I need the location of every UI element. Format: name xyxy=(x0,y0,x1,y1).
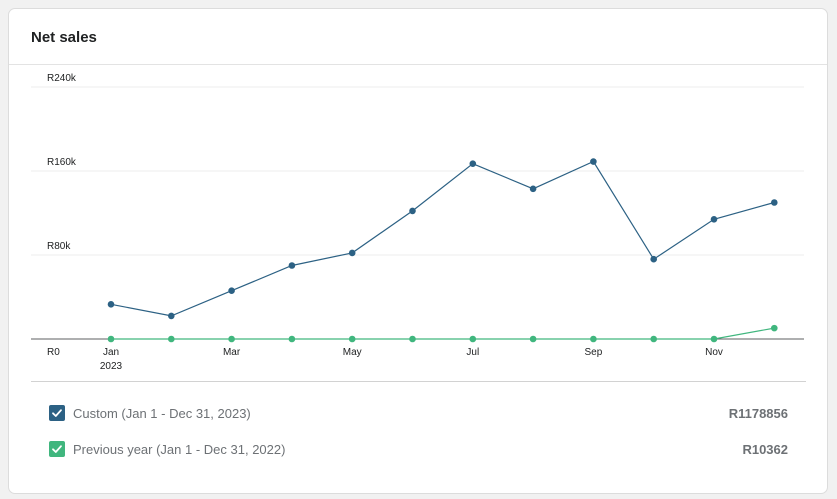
series-line xyxy=(110,160,775,317)
chart-legend: Custom (Jan 1 - Dec 31, 2023) R1178856 P… xyxy=(31,381,806,467)
data-point[interactable] xyxy=(590,335,597,343)
data-point[interactable] xyxy=(650,335,657,343)
data-point[interactable] xyxy=(348,335,356,343)
x-tick-label: Jan xyxy=(103,347,119,358)
data-point[interactable] xyxy=(469,160,477,167)
series-line xyxy=(111,327,775,340)
data-point[interactable] xyxy=(710,216,718,223)
y-tick-label: R80k xyxy=(47,241,71,252)
y-axis-ticks: R0 R80k R160k R240k xyxy=(47,73,77,358)
data-point[interactable] xyxy=(650,255,657,263)
checkbox-previous-series[interactable] xyxy=(49,441,65,457)
legend-value-current: R1178856 xyxy=(728,405,788,421)
series-layer xyxy=(107,158,778,343)
checkbox-current-series[interactable] xyxy=(49,405,65,421)
data-point[interactable] xyxy=(348,249,356,257)
data-point[interactable] xyxy=(168,335,175,343)
data-point[interactable] xyxy=(710,335,718,343)
data-point[interactable] xyxy=(168,312,175,320)
x-tick-label: Jul xyxy=(466,347,479,358)
y-tick-label: R160k xyxy=(47,157,77,168)
check-icon xyxy=(52,409,62,417)
x-tick-label: Sep xyxy=(585,347,603,358)
data-point[interactable] xyxy=(529,185,537,193)
data-point[interactable] xyxy=(529,335,537,343)
card-title: Net sales xyxy=(31,29,97,46)
data-point[interactable] xyxy=(288,262,296,269)
grid-layer xyxy=(31,86,804,340)
x-tick-label: Nov xyxy=(705,347,723,358)
data-point[interactable] xyxy=(288,335,296,343)
net-sales-card: Net sales R0 R80k R160k R240k Jan 2023 Mar May… xyxy=(8,8,828,494)
data-point[interactable] xyxy=(107,301,115,308)
check-icon xyxy=(52,445,62,453)
legend-item-current[interactable]: Custom (Jan 1 - Dec 31, 2023) R1178856 xyxy=(31,395,806,431)
x-tick-sublabel: 2023 xyxy=(100,361,123,372)
data-point[interactable] xyxy=(228,287,235,294)
net-sales-chart: R0 R80k R160k R240k Jan 2023 Mar May Jul Sep Nov xyxy=(9,66,827,386)
x-axis-ticks: Jan 2023 Mar May Jul Sep Nov xyxy=(100,347,723,372)
data-point[interactable] xyxy=(107,335,115,343)
data-point[interactable] xyxy=(771,324,778,332)
y-tick-label: R0 xyxy=(47,347,60,358)
data-point[interactable] xyxy=(228,335,235,343)
legend-item-previous[interactable]: Previous year (Jan 1 - Dec 31, 2022) R10… xyxy=(31,431,806,467)
data-point[interactable] xyxy=(771,199,778,206)
x-tick-label: May xyxy=(343,347,362,358)
card-header: Net sales xyxy=(9,9,827,65)
y-tick-label: R240k xyxy=(47,73,77,84)
legend-value-previous: R10362 xyxy=(742,441,788,457)
x-tick-label: Mar xyxy=(223,347,241,358)
legend-label-current: Custom (Jan 1 - Dec 31, 2023) xyxy=(73,405,251,421)
series-1 xyxy=(107,324,778,343)
data-point[interactable] xyxy=(409,335,416,343)
data-point[interactable] xyxy=(590,158,597,165)
chart-svg: R0 R80k R160k R240k Jan 2023 Mar May Jul Sep Nov xyxy=(31,73,804,372)
legend-label-previous: Previous year (Jan 1 - Dec 31, 2022) xyxy=(73,441,286,457)
data-point[interactable] xyxy=(469,335,477,343)
series-0 xyxy=(107,158,778,320)
data-point[interactable] xyxy=(409,207,416,215)
